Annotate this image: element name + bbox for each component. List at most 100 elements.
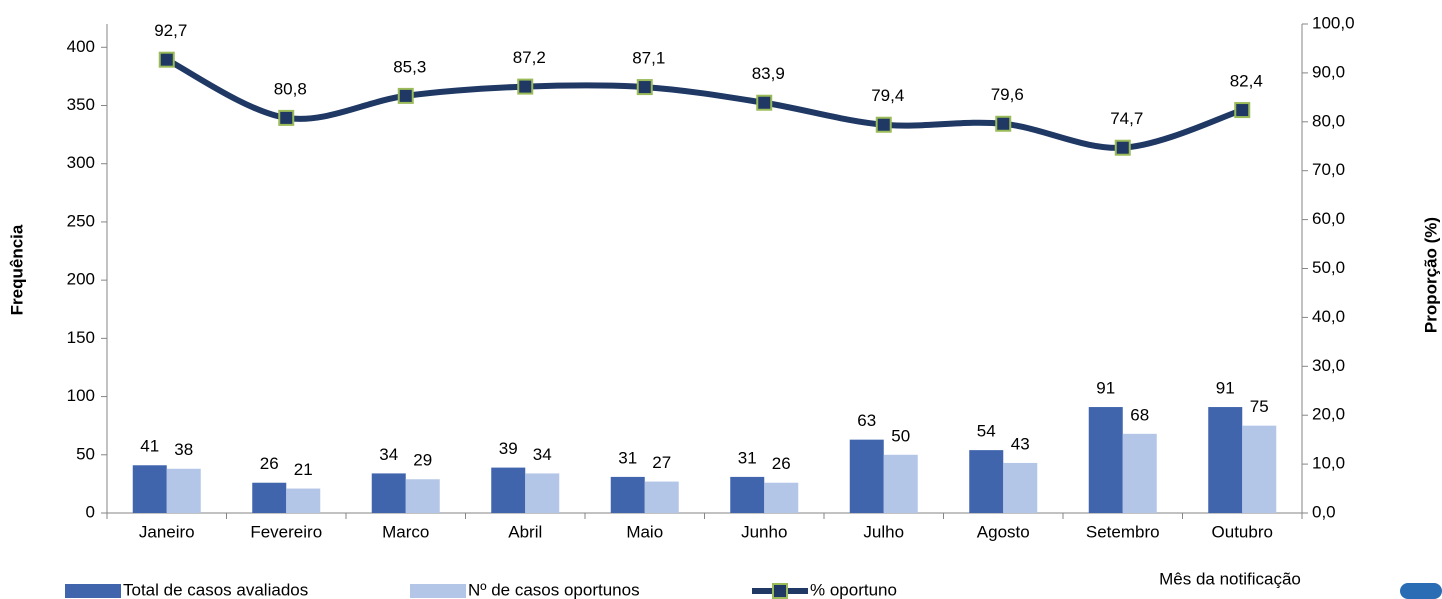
x-tick-label: Maio: [626, 522, 663, 541]
x-tick-label: Junho: [741, 522, 787, 541]
y2-tick-label: 20,0: [1312, 405, 1345, 424]
line-label: 79,6: [991, 85, 1024, 104]
y-tick-label: 150: [67, 328, 95, 347]
line-label: 79,4: [871, 86, 904, 105]
bar: [764, 482, 799, 513]
bar-label: 29: [413, 451, 432, 470]
bar-label: 68: [1130, 405, 1149, 424]
y-tick-label: 350: [67, 95, 95, 114]
bar: [405, 479, 440, 513]
line-label: 87,2: [513, 48, 546, 67]
bar-label: 91: [1096, 379, 1115, 398]
bar: [286, 488, 321, 513]
bar: [1242, 425, 1277, 513]
x-tick-label: Agosto: [977, 522, 1030, 541]
bar: [252, 482, 287, 513]
bar-label: 91: [1216, 379, 1235, 398]
legend-label: Nº de casos oportunos: [468, 580, 640, 599]
bar: [1208, 407, 1243, 513]
y2-tick-label: 50,0: [1312, 258, 1345, 277]
legend-swatch: [65, 584, 121, 598]
bar: [644, 481, 679, 513]
marker: [1114, 139, 1131, 156]
bar-label: 38: [174, 440, 193, 459]
bar: [371, 473, 406, 513]
legend-label: % oportuno: [810, 580, 897, 599]
y2-tick-label: 40,0: [1312, 307, 1345, 326]
bar: [969, 450, 1004, 513]
bar-label: 31: [738, 448, 757, 467]
marker: [517, 78, 534, 95]
line-label: 83,9: [752, 64, 785, 83]
bar: [166, 468, 201, 513]
bar: [883, 454, 918, 513]
bar-label: 26: [772, 454, 791, 473]
bar: [610, 476, 645, 513]
y-tick-label: 400: [67, 37, 95, 56]
y-tick-label: 0: [86, 502, 95, 521]
x-tick-label: Marco: [382, 522, 429, 541]
line: [165, 57, 1244, 151]
bar: [525, 473, 560, 513]
x-tick-label: Outubro: [1212, 522, 1273, 541]
x-tick-label: Abril: [508, 522, 542, 541]
legend-swatch: [410, 584, 466, 598]
marker: [995, 115, 1012, 132]
bar-label: 34: [533, 445, 552, 464]
y2-tick-label: 80,0: [1312, 111, 1345, 130]
y-tick-label: 50: [76, 444, 95, 463]
y-tick-label: 100: [67, 386, 95, 405]
y2-tick-label: 90,0: [1312, 62, 1345, 81]
marker: [1234, 102, 1251, 119]
bar-label: 54: [977, 422, 996, 441]
bar: [132, 465, 167, 513]
y2-tick-label: 70,0: [1312, 160, 1345, 179]
bar-label: 21: [294, 460, 313, 479]
line-label: 85,3: [393, 57, 426, 76]
x-tick-label: Setembro: [1086, 522, 1160, 541]
marker: [875, 116, 892, 133]
bar-label: 31: [618, 448, 637, 467]
y2-axis-title: Proporção (%): [1421, 217, 1440, 333]
bar: [1122, 433, 1157, 513]
y-tick-label: 250: [67, 211, 95, 230]
bar-label: 43: [1011, 434, 1030, 453]
bar-label: 75: [1250, 397, 1269, 416]
y2-tick-label: 30,0: [1312, 356, 1345, 375]
bar-label: 50: [891, 426, 910, 445]
line-label: 80,8: [274, 79, 307, 98]
bar: [1088, 407, 1123, 513]
y-axis-title: Frequência: [7, 224, 26, 315]
y-tick-label: 300: [67, 153, 95, 172]
bar-label: 39: [499, 439, 518, 458]
y2-tick-label: 0,0: [1312, 502, 1336, 521]
x-tick-label: Julho: [863, 522, 904, 541]
bar: [491, 467, 526, 513]
line-label: 92,7: [154, 21, 187, 40]
y2-tick-label: 60,0: [1312, 209, 1345, 228]
x-axis-title: Mês da notificação: [1159, 569, 1301, 588]
bar-label: 26: [260, 454, 279, 473]
bar-label: 41: [140, 437, 159, 456]
marker: [278, 109, 295, 126]
bar: [1003, 462, 1038, 513]
logo: [1400, 583, 1442, 599]
line-label: 82,4: [1230, 72, 1263, 91]
bar-label: 63: [857, 411, 876, 430]
y2-tick-label: 10,0: [1312, 454, 1345, 473]
y-tick-label: 200: [67, 270, 95, 289]
marker: [636, 79, 653, 96]
bar-label: 27: [652, 453, 671, 472]
line-label: 87,1: [632, 49, 665, 68]
bar: [849, 439, 884, 513]
marker: [158, 51, 175, 68]
marker: [756, 94, 773, 111]
marker: [397, 87, 414, 104]
legend-marker: [772, 583, 788, 599]
bar: [730, 476, 765, 513]
bar-label: 34: [379, 445, 398, 464]
line-label: 74,7: [1110, 109, 1143, 128]
x-tick-label: Janeiro: [139, 522, 195, 541]
y2-tick-label: 100,0: [1312, 13, 1355, 32]
